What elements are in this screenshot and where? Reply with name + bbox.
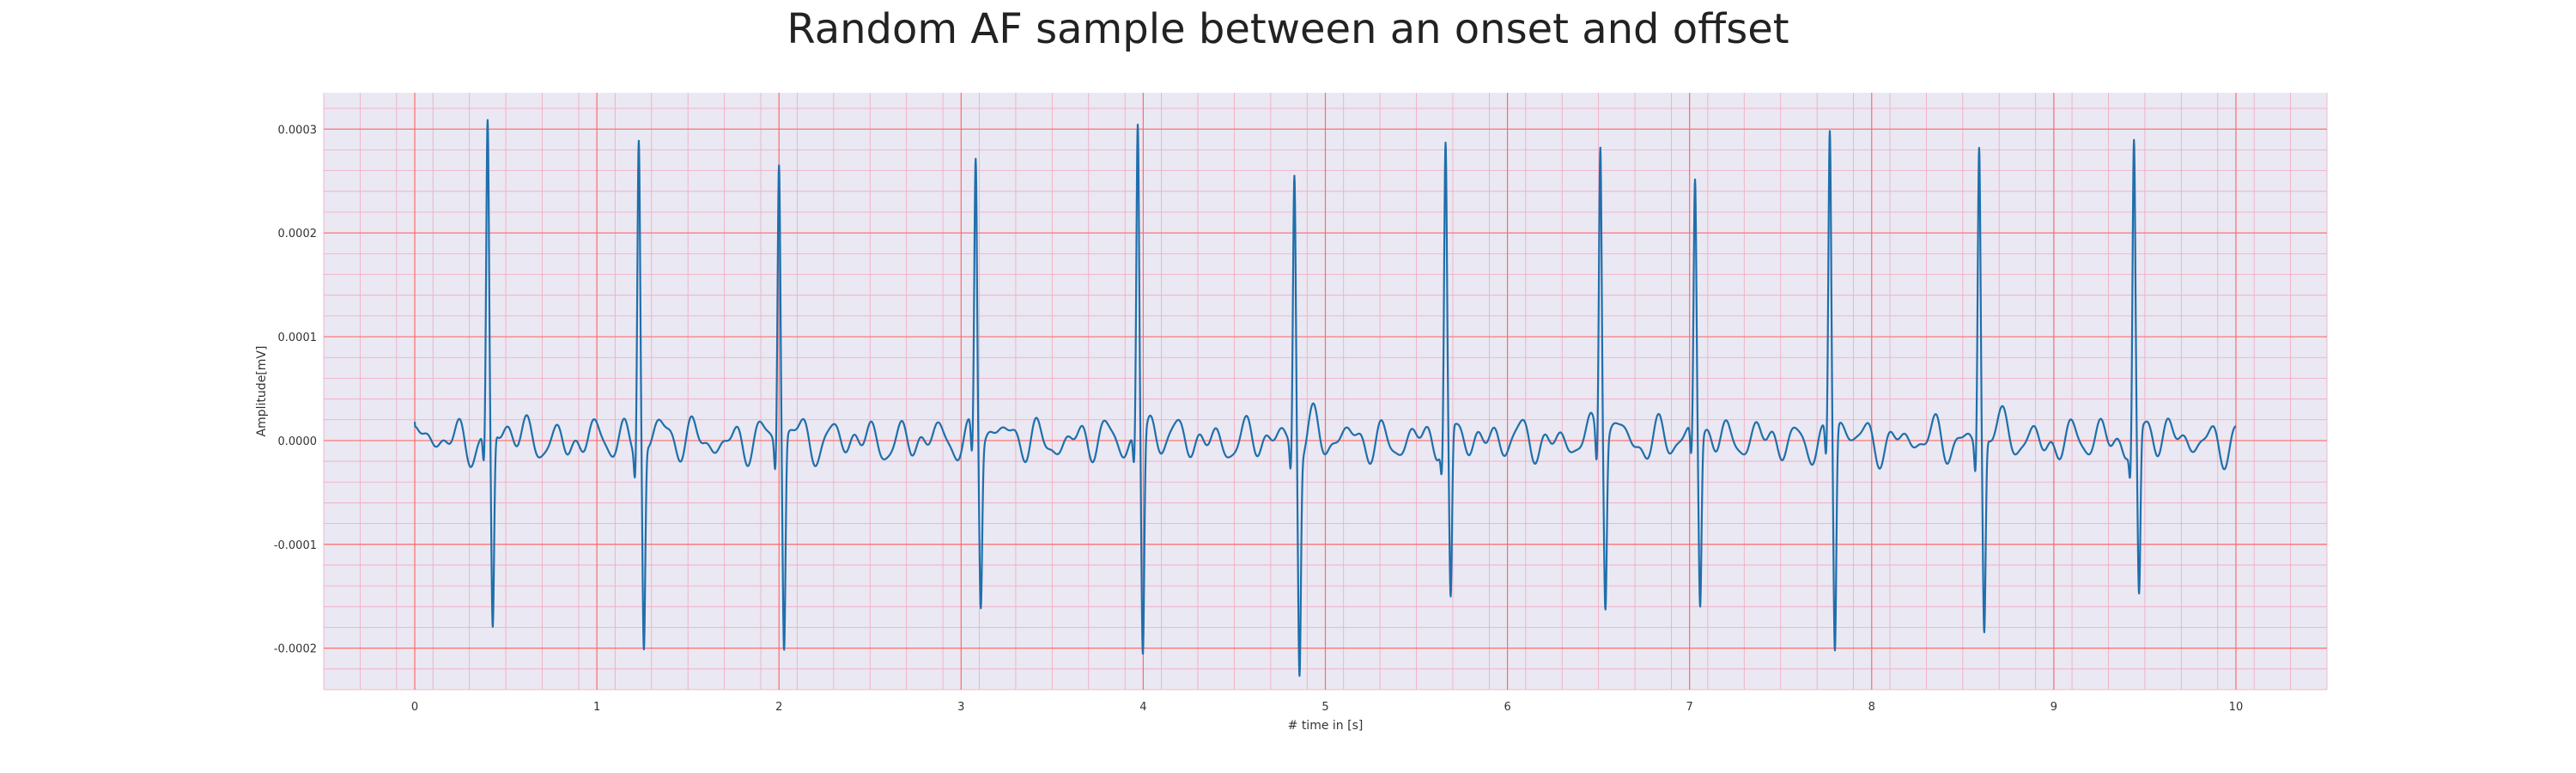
chart-title: Random AF sample between an onset and of… (787, 5, 1789, 53)
x-tick-label: 2 (775, 701, 782, 714)
x-tick-label: 8 (1868, 701, 1875, 714)
tick-labels: 0 1 2 3 4 5 6 7 8 9 10 -0.0002 -0.0001 0.0000 0.0001 0.… (274, 124, 2243, 714)
y-tick-label: 0.0003 (278, 124, 318, 137)
x-tick-label: 10 (2229, 701, 2244, 714)
x-tick-label: 1 (593, 701, 600, 714)
x-tick-label: 4 (1139, 701, 1146, 714)
y-axis-label: Amplitude[mV] (255, 346, 269, 437)
y-tick-label: -0.0001 (274, 539, 317, 552)
x-tick-label: 9 (2050, 701, 2057, 714)
x-tick-label: 7 (1686, 701, 1693, 714)
x-tick-label: 5 (1321, 701, 1328, 714)
major-grid (324, 93, 2327, 690)
series-layer (413, 119, 2237, 678)
x-tick-label: 0 (411, 701, 418, 714)
y-tick-label: 0.0000 (278, 435, 318, 448)
y-tick-label: 0.0001 (278, 332, 318, 344)
x-axis-label: # time in [s] (1288, 719, 1364, 733)
x-tick-label: 3 (957, 701, 964, 714)
y-tick-label: 0.0002 (278, 228, 318, 240)
x-tick-label: 6 (1504, 701, 1510, 714)
ecg-signal-line (413, 119, 2237, 678)
y-tick-label: -0.0002 (274, 643, 317, 656)
